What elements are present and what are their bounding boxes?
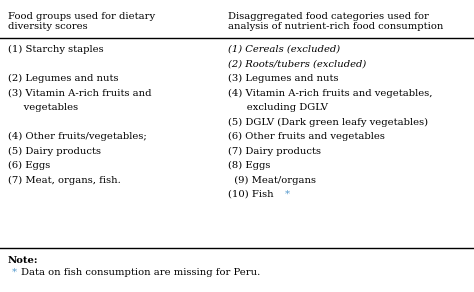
Text: (2) Roots/tubers (excluded): (2) Roots/tubers (excluded) — [228, 60, 366, 69]
Text: Food groups used for dietary
diversity scores: Food groups used for dietary diversity s… — [8, 12, 155, 32]
Text: (1) Starchy staples: (1) Starchy staples — [8, 45, 104, 54]
Text: vegetables: vegetables — [8, 103, 78, 112]
Text: (5) DGLV (Dark green leafy vegetables): (5) DGLV (Dark green leafy vegetables) — [228, 117, 428, 127]
Text: Data on fish consumption are missing for Peru.: Data on fish consumption are missing for… — [21, 268, 260, 277]
Text: (4) Vitamin A-rich fruits and vegetables,: (4) Vitamin A-rich fruits and vegetables… — [228, 88, 432, 98]
Text: *: * — [285, 190, 290, 199]
Text: Disaggregated food categories used for
analysis of nutrient-rich food consumptio: Disaggregated food categories used for a… — [228, 12, 443, 32]
Text: (1) Cereals (excluded): (1) Cereals (excluded) — [228, 45, 340, 54]
Text: (6) Other fruits and vegetables: (6) Other fruits and vegetables — [228, 132, 385, 141]
Text: (2) Legumes and nuts: (2) Legumes and nuts — [8, 74, 118, 83]
Text: (7) Meat, organs, fish.: (7) Meat, organs, fish. — [8, 175, 121, 185]
Text: (7) Dairy products: (7) Dairy products — [228, 147, 321, 156]
Text: (10) Fish: (10) Fish — [228, 190, 273, 199]
Text: (3) Vitamin A-rich fruits and: (3) Vitamin A-rich fruits and — [8, 88, 152, 98]
Text: *: * — [12, 268, 20, 277]
Text: (5) Dairy products: (5) Dairy products — [8, 147, 101, 156]
Text: excluding DGLV: excluding DGLV — [228, 103, 328, 112]
Text: (9) Meat/organs: (9) Meat/organs — [228, 175, 316, 185]
Text: (6) Eggs: (6) Eggs — [8, 161, 50, 170]
Text: (4) Other fruits/vegetables;: (4) Other fruits/vegetables; — [8, 132, 147, 141]
Text: (8) Eggs: (8) Eggs — [228, 161, 270, 170]
Text: (3) Legumes and nuts: (3) Legumes and nuts — [228, 74, 338, 83]
Text: Note:: Note: — [8, 256, 38, 265]
